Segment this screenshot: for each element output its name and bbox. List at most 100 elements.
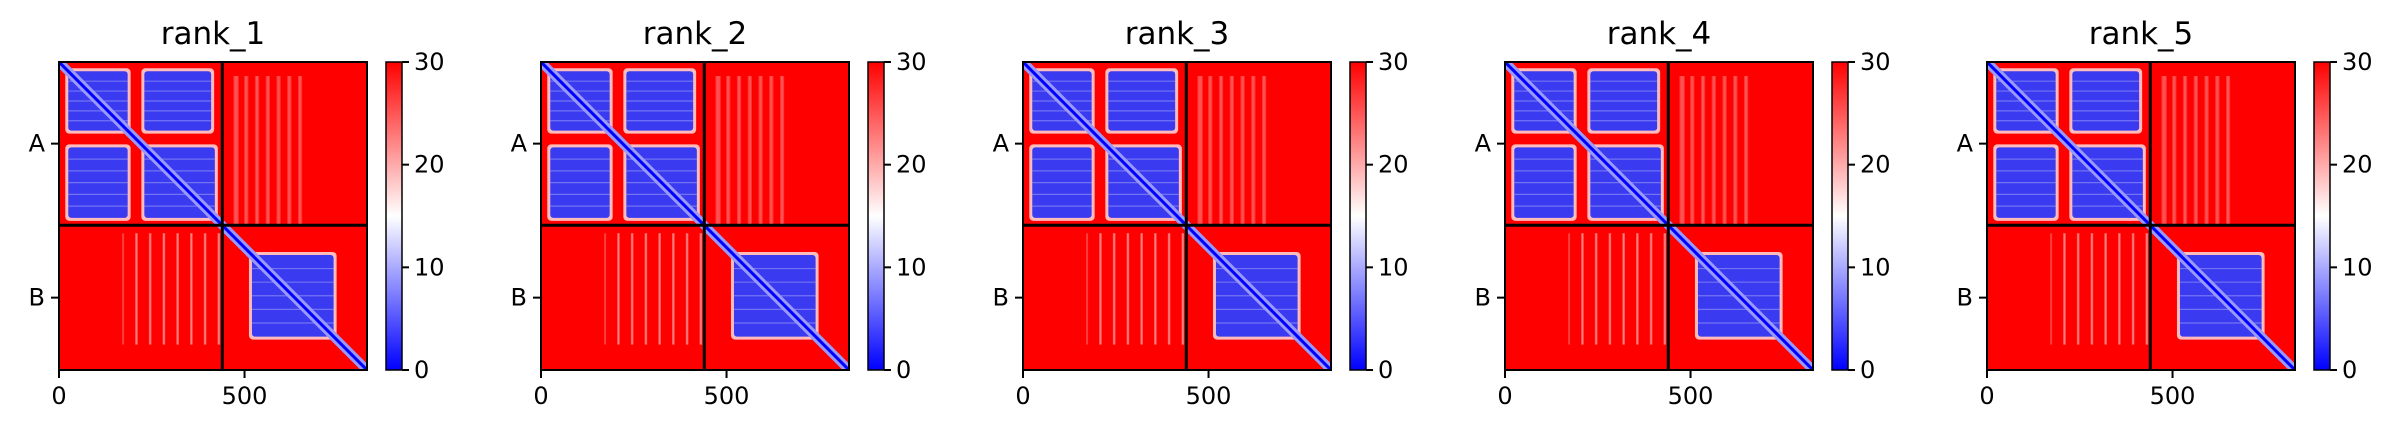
stripe xyxy=(236,76,239,225)
stripe xyxy=(1581,233,1584,345)
stripe xyxy=(204,233,207,345)
panel-title: rank_2 xyxy=(643,16,748,52)
stripe xyxy=(122,233,125,345)
stripe xyxy=(2227,76,2230,225)
stripe xyxy=(2104,233,2107,345)
stripe xyxy=(1181,233,1184,345)
stripe xyxy=(2050,233,2053,345)
panel-2: rank_2 A B 0 500 0 10 20 30 xyxy=(511,16,927,410)
panel-1: rank_1 A B 0 500 0 10 20 30 xyxy=(29,16,445,410)
stripe xyxy=(1636,233,1639,345)
stripe xyxy=(1182,233,1185,345)
stripe xyxy=(2063,233,2066,345)
heatmap xyxy=(1987,62,2295,370)
stripe xyxy=(148,233,151,345)
stripe xyxy=(2063,233,2066,345)
stripe xyxy=(1127,233,1130,345)
diagonal xyxy=(1023,62,1331,370)
stripe xyxy=(1608,233,1611,345)
stripe xyxy=(2146,233,2149,345)
stripe xyxy=(1623,233,1626,345)
stripe xyxy=(759,76,762,225)
stripe xyxy=(2174,76,2177,225)
stripe xyxy=(235,76,238,225)
stripe xyxy=(1154,233,1157,345)
heatmap xyxy=(541,62,849,370)
colorbar-tick-label: 0 xyxy=(896,356,911,384)
axes-frame xyxy=(1504,61,1814,371)
stripe xyxy=(1241,76,1244,225)
stripe xyxy=(685,233,688,345)
stripe xyxy=(1086,233,1089,345)
stripe xyxy=(718,76,721,225)
stripe xyxy=(1240,76,1243,225)
stripe xyxy=(1140,233,1143,345)
stripe xyxy=(217,233,220,345)
stripe xyxy=(135,233,138,345)
stripe xyxy=(2195,76,2198,225)
stripe xyxy=(1690,76,1693,225)
stripe xyxy=(277,76,280,225)
stripe xyxy=(1568,233,1571,345)
stripe xyxy=(1649,233,1652,345)
stripe xyxy=(630,233,633,345)
stripe xyxy=(736,76,739,225)
stripe xyxy=(2162,76,2165,225)
stripe xyxy=(266,76,269,225)
stripe xyxy=(769,76,772,225)
stripe xyxy=(265,76,268,225)
stripe xyxy=(760,76,763,225)
x-tick-label: 500 xyxy=(2150,382,2196,410)
stripe xyxy=(1210,76,1213,225)
stripe xyxy=(246,76,249,225)
stripe xyxy=(1680,76,1683,225)
stripe xyxy=(1702,76,1705,225)
stripe xyxy=(726,76,729,225)
stripe xyxy=(1220,76,1223,225)
x-tick-label: 0 xyxy=(1015,382,1030,410)
stripe xyxy=(162,233,165,345)
stripe xyxy=(1242,76,1245,225)
stripe xyxy=(1218,76,1221,225)
stripe xyxy=(1622,233,1625,345)
chain-label: A xyxy=(993,130,1010,158)
stripe xyxy=(2185,76,2188,225)
stripe xyxy=(1724,76,1727,225)
stripe xyxy=(149,233,152,345)
stripe xyxy=(2090,233,2093,345)
colorbar-tick-label: 10 xyxy=(896,253,927,281)
stripe xyxy=(1581,233,1584,345)
stripe xyxy=(2173,76,2176,225)
stripe xyxy=(233,76,236,225)
stripe xyxy=(245,76,248,225)
stripe xyxy=(781,76,784,225)
stripe xyxy=(2216,76,2219,225)
stripe xyxy=(1231,76,1234,225)
stripe xyxy=(749,76,752,225)
panel-title: rank_5 xyxy=(2089,16,2194,52)
stripe xyxy=(1595,233,1598,345)
stripe xyxy=(2132,233,2135,345)
colorbar-tick-label: 20 xyxy=(2342,151,2373,179)
stripe xyxy=(748,76,751,225)
stripe xyxy=(1251,76,1254,225)
stripe xyxy=(267,76,270,225)
stripe xyxy=(1113,233,1116,345)
x-tick-label: 500 xyxy=(222,382,268,410)
stripe xyxy=(738,76,741,225)
stripe xyxy=(2076,233,2079,345)
panel-4: rank_4 A B 0 500 0 10 20 30 xyxy=(1475,16,1891,410)
stripe xyxy=(728,76,731,225)
stripe xyxy=(1168,233,1171,345)
stripe xyxy=(1252,76,1255,225)
stripe xyxy=(1723,76,1726,225)
diagonal xyxy=(59,62,367,370)
colorbar-tick-label: 0 xyxy=(414,356,429,384)
stripe xyxy=(1229,76,1232,225)
stripe xyxy=(163,233,166,345)
panel-title: rank_4 xyxy=(1607,16,1712,52)
x-tick-label: 500 xyxy=(704,382,750,410)
stripe xyxy=(2077,233,2080,345)
colorbar-tick-label: 10 xyxy=(1378,253,1409,281)
stripe xyxy=(2182,76,2185,225)
